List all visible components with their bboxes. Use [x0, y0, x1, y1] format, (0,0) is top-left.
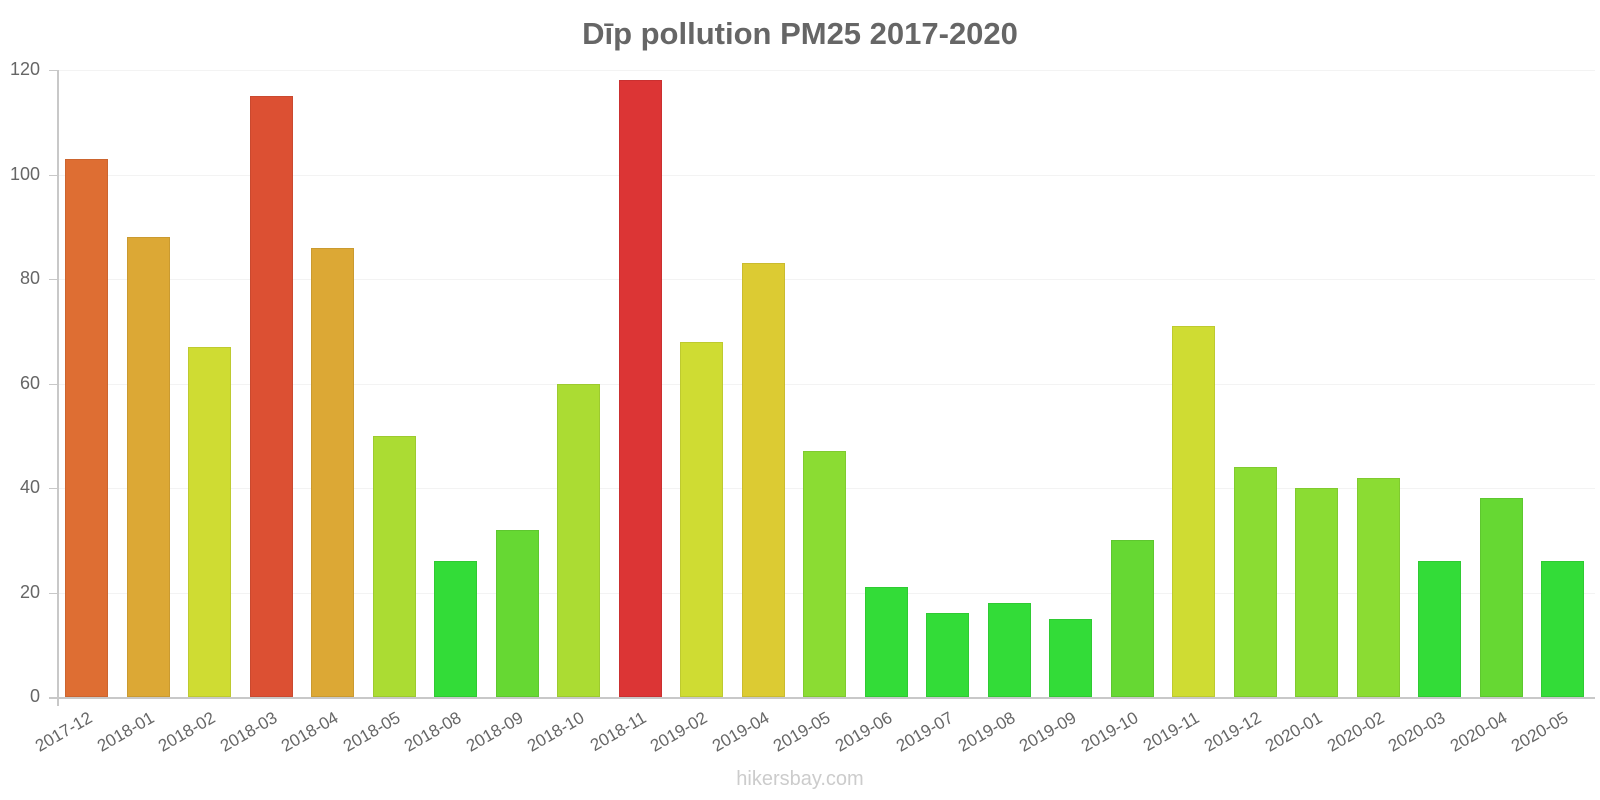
- bar-2018-01[interactable]: [126, 237, 170, 697]
- gridline: [59, 174, 1595, 176]
- y-tick-label: 120: [9, 59, 40, 79]
- y-tick-mark: [49, 174, 57, 176]
- y-tick-mark: [49, 70, 57, 71]
- bar-2019-11[interactable]: [1172, 326, 1216, 697]
- y-tick-label: 40: [19, 477, 40, 497]
- bar-2020-04[interactable]: [1479, 498, 1523, 697]
- y-tick-label: 20: [19, 581, 40, 602]
- bar-2018-03[interactable]: [249, 96, 293, 697]
- bar-2019-06[interactable]: [864, 587, 908, 697]
- bar-2018-05[interactable]: [372, 435, 416, 697]
- bar-2020-02[interactable]: [1356, 477, 1400, 697]
- bar-2020-03[interactable]: [1418, 561, 1462, 697]
- bar-2019-12[interactable]: [1233, 467, 1277, 697]
- bar-2018-08[interactable]: [434, 561, 478, 697]
- y-tick-label: 60: [19, 372, 40, 393]
- bar-2019-10[interactable]: [1110, 540, 1154, 697]
- plot-area: [57, 70, 1595, 697]
- bar-2018-11[interactable]: [618, 80, 662, 697]
- bar-2018-10[interactable]: [557, 383, 601, 697]
- bar-2018-09[interactable]: [495, 529, 539, 697]
- y-tick-label: 0: [29, 686, 40, 706]
- y-tick-label: 80: [19, 268, 40, 288]
- bar-2019-07[interactable]: [926, 613, 970, 697]
- gridline: [59, 279, 1595, 280]
- y-tick-mark: [49, 488, 57, 489]
- watermark-footer: hikersbay.com: [736, 768, 864, 790]
- y-tick-label: 100: [9, 163, 40, 184]
- chart-title: Dīp pollution PM25 2017-2020: [582, 16, 1018, 51]
- y-tick-mark: [49, 279, 57, 280]
- gridline: [59, 383, 1595, 385]
- bar-2019-09[interactable]: [1049, 618, 1093, 697]
- bar-2017-12[interactable]: [65, 158, 108, 697]
- gridline: [59, 70, 1595, 71]
- bar-2019-02[interactable]: [680, 341, 724, 697]
- bar-2020-05[interactable]: [1541, 561, 1585, 697]
- bar-2018-02[interactable]: [188, 346, 232, 697]
- bar-2019-08[interactable]: [987, 602, 1031, 697]
- y-tick-mark: [49, 592, 57, 594]
- y-axis-line: [57, 70, 59, 706]
- y-tick-mark: [49, 383, 57, 385]
- bar-2019-04[interactable]: [741, 263, 785, 697]
- bar-2019-05[interactable]: [803, 451, 847, 697]
- bar-2018-04[interactable]: [311, 247, 355, 697]
- bar-2020-01[interactable]: [1295, 488, 1339, 697]
- x-axis-line: [49, 697, 1595, 699]
